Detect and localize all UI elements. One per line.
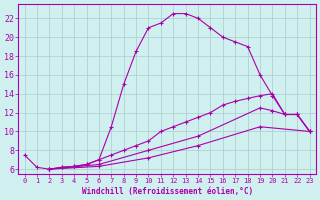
X-axis label: Windchill (Refroidissement éolien,°C): Windchill (Refroidissement éolien,°C) [82, 187, 253, 196]
